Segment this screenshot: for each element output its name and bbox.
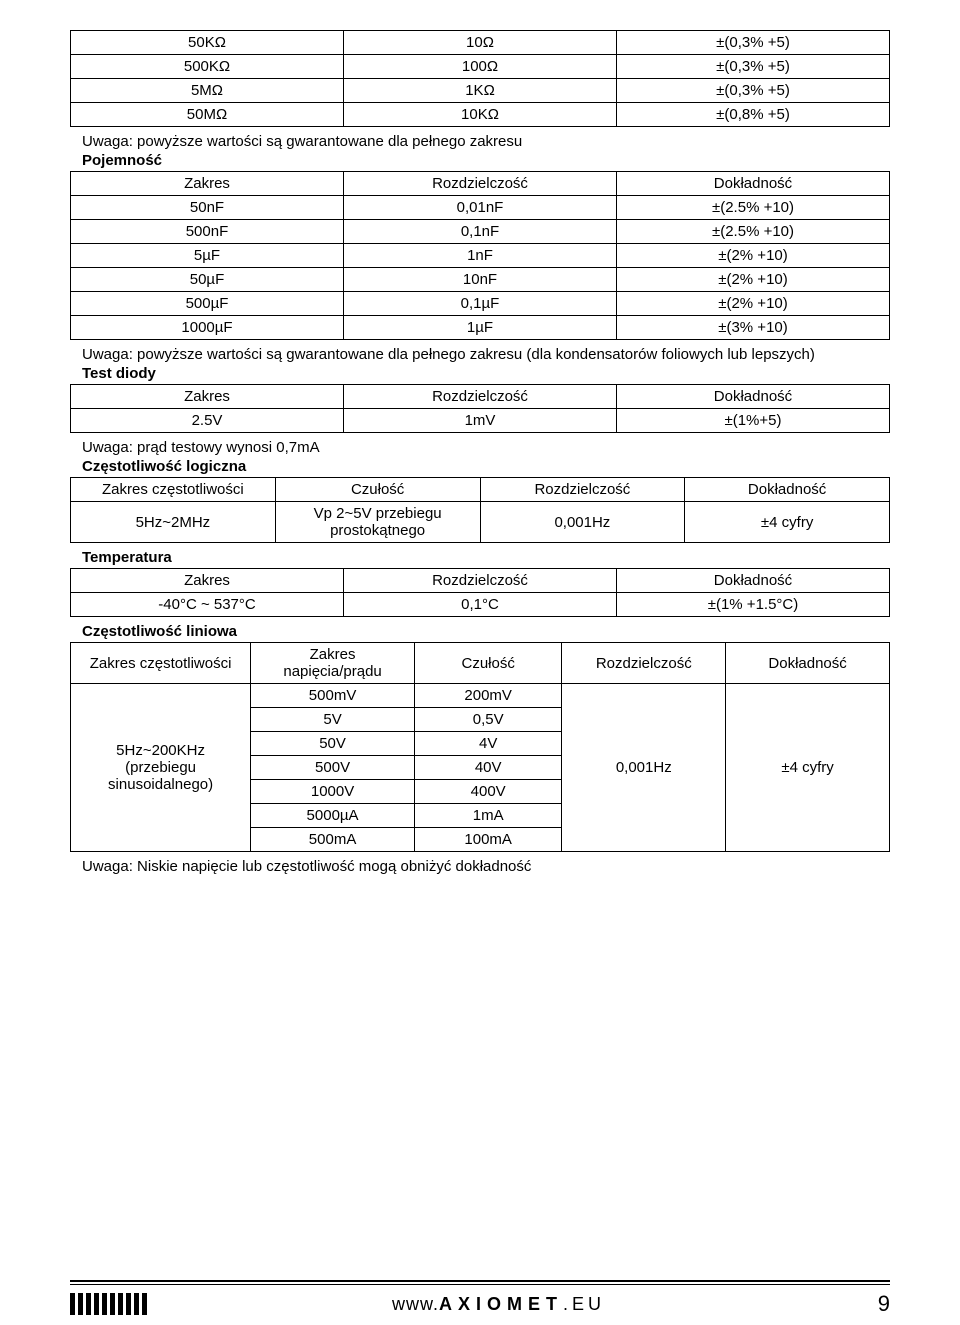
table-cell: 1mV (344, 409, 617, 433)
table-header-cell: Rozdzielczość (344, 385, 617, 409)
table-header-cell: Czułość (275, 478, 480, 502)
table-header-cell: Dokładność (685, 478, 890, 502)
barcode-icon (70, 1293, 147, 1315)
table-cell: 50nF (71, 196, 344, 220)
table-cell: ±(2.5% +10) (617, 196, 890, 220)
table-cell: 500KΩ (71, 55, 344, 79)
diode-table: ZakresRozdzielczośćDokładność 2.5V1mV±(1%… (70, 384, 890, 433)
table-cell: 1nF (344, 244, 617, 268)
table-header-cell: Zakres częstotliwości (71, 478, 276, 502)
table-cell: 10nF (344, 268, 617, 292)
page-number: 9 (850, 1291, 890, 1317)
table-cell: 5µF (71, 244, 344, 268)
note-capacitance: Uwaga: powyższe wartości są gwarantowane… (82, 346, 890, 363)
resistance-table: 50KΩ10Ω±(0,3% +5) 500KΩ100Ω±(0,3% +5) 5MΩ1… (70, 30, 890, 127)
table-cell: ±(3% +10) (617, 316, 890, 340)
table-cell: 10Ω (344, 31, 617, 55)
table-cell: 10KΩ (344, 103, 617, 127)
table-cell: ±(0,3% +5) (617, 55, 890, 79)
temperature-table: ZakresRozdzielczośćDokładność -40°C ~ 537… (70, 568, 890, 617)
section-capacitance: Pojemność (82, 152, 890, 169)
table-cell: 0,1µF (344, 292, 617, 316)
table-cell: ±4 cyfry (685, 502, 890, 543)
capacitance-table: ZakresRozdzielczośćDokładność50nF0,01nF±… (70, 171, 890, 340)
table-header-cell: Dokładność (617, 172, 890, 196)
note-diode: Uwaga: prąd testowy wynosi 0,7mA (82, 439, 890, 456)
table-cell: 5MΩ (71, 79, 344, 103)
table-cell: 500µF (71, 292, 344, 316)
table-cell-merged-resolution: 0,001Hz (562, 684, 726, 852)
table-header-cell: Zakres (71, 385, 344, 409)
footer-www: www. (392, 1294, 439, 1314)
table-cell: 0,5V (414, 708, 561, 732)
table-header-cell: Zakres napięcia/prądu (251, 643, 415, 684)
table-cell: 50MΩ (71, 103, 344, 127)
table-cell-merged-accuracy: ±4 cyfry (726, 684, 890, 852)
section-temp: Temperatura (82, 549, 890, 566)
table-cell: 1000µF (71, 316, 344, 340)
table-cell: ±(0,3% +5) (617, 31, 890, 55)
table-cell: 400V (414, 780, 561, 804)
table-header-cell: Rozdzielczość (480, 478, 685, 502)
page-footer: www.AXIOMET.EU 9 (70, 1291, 890, 1317)
table-cell: 0,001Hz (480, 502, 685, 543)
table-cell: ±(1%+5) (617, 409, 890, 433)
footer-brand: www.AXIOMET.EU (147, 1294, 850, 1315)
table-cell: 100Ω (344, 55, 617, 79)
table-cell: 1KΩ (344, 79, 617, 103)
table-cell: 0,1nF (344, 220, 617, 244)
table-header-cell: Zakres (71, 569, 344, 593)
table-cell: 50V (251, 732, 415, 756)
table-cell: ±(0,8% +5) (617, 103, 890, 127)
table-cell-merged-range: 5Hz~200KHz (przebiegu sinusoidalnego) (71, 684, 251, 852)
table-cell: ±(2.5% +10) (617, 220, 890, 244)
table-cell: 40V (414, 756, 561, 780)
table-cell: 5V (251, 708, 415, 732)
table-cell: 4V (414, 732, 561, 756)
table-cell: 500mA (251, 828, 415, 852)
table-cell: 2.5V (71, 409, 344, 433)
footer-axiomet: AXIOMET (439, 1294, 563, 1314)
footer-eu: .EU (563, 1294, 605, 1314)
table-cell: ±(2% +10) (617, 244, 890, 268)
table-header-cell: Rozdzielczość (344, 569, 617, 593)
table-cell: -40°C ~ 537°C (71, 593, 344, 617)
table-header-cell: Zakres częstotliwości (71, 643, 251, 684)
section-logic-freq: Częstotliwość logiczna (82, 458, 890, 475)
table-cell: 1mA (414, 804, 561, 828)
section-linear-freq: Częstotliwość liniowa (82, 623, 890, 640)
table-cell: 500mV (251, 684, 415, 708)
table-cell: Vp 2~5V przebiegu prostokątnego (275, 502, 480, 543)
table-header-cell: Dokładność (617, 385, 890, 409)
table-header-cell: Rozdzielczość (562, 643, 726, 684)
table-cell: ±(2% +10) (617, 292, 890, 316)
table-cell: 100mA (414, 828, 561, 852)
table-cell: 500nF (71, 220, 344, 244)
table-cell: 1µF (344, 316, 617, 340)
table-cell: 50KΩ (71, 31, 344, 55)
table-cell: ±(2% +10) (617, 268, 890, 292)
linear-freq-table: Zakres częstotliwościZakres napięcia/prą… (70, 642, 890, 852)
table-header-cell: Rozdzielczość (344, 172, 617, 196)
table-cell: 0,1°C (344, 593, 617, 617)
table-cell: 50µF (71, 268, 344, 292)
table-cell: ±(0,3% +5) (617, 79, 890, 103)
section-diode: Test diody (82, 365, 890, 382)
note-resistance: Uwaga: powyższe wartości są gwarantowane… (82, 133, 890, 150)
table-cell: 0,01nF (344, 196, 617, 220)
table-cell: 1000V (251, 780, 415, 804)
table-cell: 5000µA (251, 804, 415, 828)
table-header-cell: Zakres (71, 172, 344, 196)
table-cell: 200mV (414, 684, 561, 708)
logic-freq-table: Zakres częstotliwościCzułośćRozdzielczoś… (70, 477, 890, 543)
table-header-cell: Dokładność (617, 569, 890, 593)
table-cell: 5Hz~2MHz (71, 502, 276, 543)
table-cell: ±(1% +1.5°C) (617, 593, 890, 617)
note-linear-freq: Uwaga: Niskie napięcie lub częstotliwość… (82, 858, 890, 875)
table-header-cell: Dokładność (726, 643, 890, 684)
table-cell: 500V (251, 756, 415, 780)
table-header-cell: Czułość (414, 643, 561, 684)
